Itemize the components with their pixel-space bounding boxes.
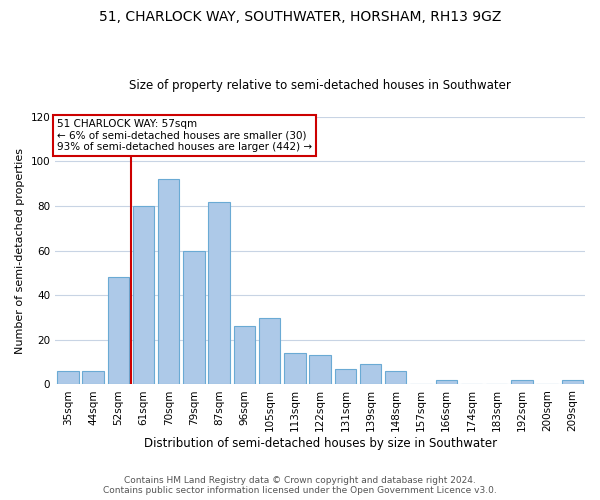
Bar [335,369,356,384]
Text: 51, CHARLOCK WAY, SOUTHWATER, HORSHAM, RH13 9GZ: 51, CHARLOCK WAY, SOUTHWATER, HORSHAM, R… [99,10,501,24]
Bar [158,179,179,384]
Bar [233,326,255,384]
Bar [208,202,230,384]
Bar [284,353,305,384]
Bar [436,380,457,384]
Bar [82,371,104,384]
Title: Size of property relative to semi-detached houses in Southwater: Size of property relative to semi-detach… [129,79,511,92]
Bar [385,371,406,384]
Bar [107,278,129,384]
Bar [360,364,381,384]
Bar [183,250,205,384]
Bar [259,318,280,384]
Bar [57,371,79,384]
Bar [133,206,154,384]
Bar [511,380,533,384]
Bar [562,380,583,384]
Y-axis label: Number of semi-detached properties: Number of semi-detached properties [15,148,25,354]
Text: 51 CHARLOCK WAY: 57sqm
← 6% of semi-detached houses are smaller (30)
93% of semi: 51 CHARLOCK WAY: 57sqm ← 6% of semi-deta… [57,119,313,152]
Text: Contains HM Land Registry data © Crown copyright and database right 2024.
Contai: Contains HM Land Registry data © Crown c… [103,476,497,495]
Bar [310,356,331,384]
X-axis label: Distribution of semi-detached houses by size in Southwater: Distribution of semi-detached houses by … [143,437,497,450]
